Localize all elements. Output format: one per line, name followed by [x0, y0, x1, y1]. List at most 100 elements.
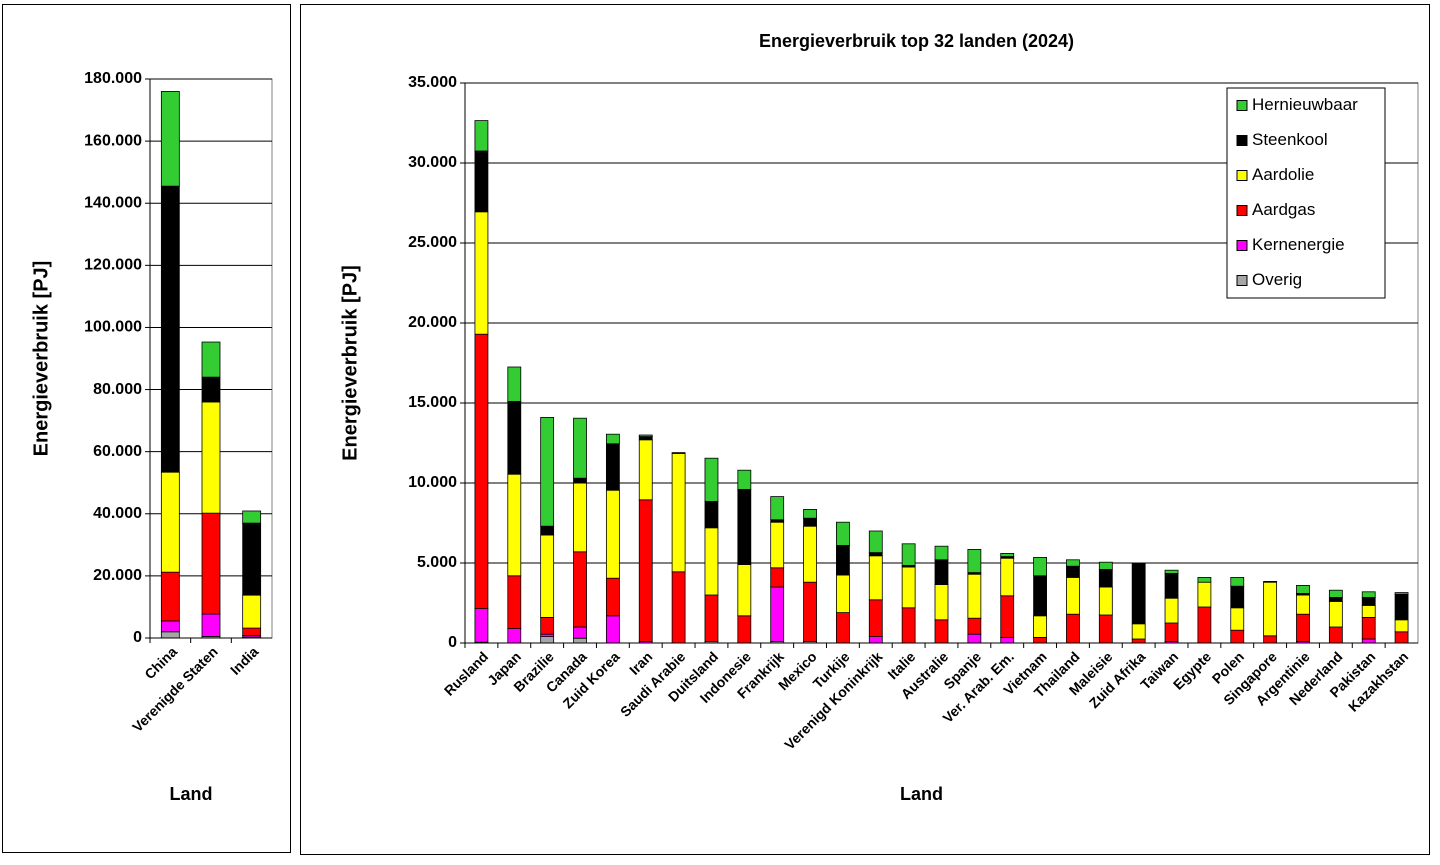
y-tick-label: 180.000 [84, 70, 142, 87]
bar-segment [1296, 594, 1310, 615]
bar-segment [474, 608, 489, 643]
bar-segment [1000, 637, 1015, 644]
bar-segment [737, 469, 752, 490]
bar-segment [1098, 569, 1113, 588]
y-tick-label: 60.000 [93, 443, 142, 460]
legend-label: Hernieuwbaar [1252, 95, 1358, 114]
x-axis-title: Land [900, 784, 943, 804]
bar-segment [1328, 597, 1343, 602]
y-tick-label: 10.000 [408, 474, 457, 491]
bar-segment [1033, 557, 1047, 577]
legend-swatch [1236, 135, 1248, 146]
bar-segment [1328, 626, 1343, 644]
bar-segment [474, 333, 489, 610]
bar-segment [934, 619, 949, 644]
legend-box [1226, 87, 1386, 299]
bar-segment [803, 525, 817, 583]
legend-label: Aardolie [1252, 165, 1314, 184]
y-tick-label: 140.000 [84, 194, 142, 211]
bar-segment [1197, 577, 1212, 583]
bar-segment [1000, 557, 1015, 597]
y-tick-label: 20.000 [408, 314, 457, 331]
bar-segment [868, 552, 883, 557]
bar-segment [901, 607, 916, 644]
bar-segment [540, 636, 555, 644]
bar-segment [1033, 637, 1047, 644]
bar-segment [1230, 629, 1245, 644]
y-tick-label: 100.000 [84, 319, 142, 336]
bar-segment [1296, 585, 1310, 594]
legend-label: Kernenergie [1252, 235, 1345, 254]
bar-segment [474, 120, 489, 152]
bar-segment [638, 439, 653, 501]
bar-segment [201, 613, 221, 637]
bar-segment [770, 586, 785, 642]
bar-segment [242, 522, 262, 596]
bar-segment [638, 434, 653, 438]
bar-segment [605, 489, 620, 579]
legend-swatch [1236, 170, 1248, 181]
bar-segment [160, 571, 180, 622]
bar-segment [868, 530, 883, 554]
legend-swatch [1236, 240, 1248, 251]
bar-segment [1131, 623, 1146, 640]
bar-segment [638, 436, 653, 441]
bar-segment [671, 452, 686, 573]
legend-label: Aardgas [1252, 200, 1315, 219]
bar-segment [573, 417, 587, 479]
y-axis-title: Energieverbruik [PJ] [339, 265, 361, 461]
bar-segment [1066, 577, 1080, 615]
bar-segment [1164, 569, 1179, 574]
bar-segment [507, 366, 522, 402]
bar-segment [967, 549, 982, 574]
bar-segment [1328, 601, 1343, 628]
bar-segment [1197, 606, 1212, 644]
bar-segment [1066, 559, 1080, 567]
bar-segment [1263, 581, 1278, 583]
bar-segment [507, 473, 522, 577]
bar-segment [671, 452, 686, 454]
bar-segment [1033, 575, 1047, 617]
bar-segment [1000, 595, 1015, 638]
bar-segment [737, 615, 752, 644]
bar-segment [1394, 619, 1409, 633]
bar-segment [1033, 615, 1047, 638]
bar-segment [1098, 561, 1113, 570]
bar-segment [704, 527, 719, 596]
bar-segment [507, 400, 522, 475]
bar-segment [242, 594, 262, 629]
bar-segment [803, 581, 817, 642]
bar-segment [201, 401, 221, 514]
bar-segment [573, 637, 587, 644]
bar-segment [803, 508, 817, 519]
bar-segment [770, 567, 785, 588]
bar-segment [901, 566, 916, 609]
bar-segment [1361, 617, 1376, 640]
y-axis-title: Energieverbruik [PJ] [30, 261, 52, 457]
bar-segment [1263, 635, 1278, 644]
bar-segment [573, 482, 587, 553]
bar-segment [540, 416, 555, 527]
bar-segment [160, 91, 180, 187]
bar-segment [507, 575, 522, 629]
bar-segment [1328, 589, 1343, 598]
y-tick-label: 0 [448, 634, 457, 651]
bar-segment [1131, 638, 1146, 644]
bar-segment [671, 571, 686, 644]
y-tick-label: 15.000 [408, 394, 457, 411]
bar-segment [160, 471, 180, 573]
bar-segment [1000, 553, 1015, 558]
x-axis-title: Land [170, 784, 213, 804]
bar-segment [704, 457, 719, 502]
bar-segment [1066, 613, 1080, 644]
bar-segment [1098, 586, 1113, 616]
bar-segment [934, 559, 949, 585]
bar-segment [770, 521, 785, 569]
y-tick-label: 30.000 [408, 154, 457, 171]
chart-title: Energieverbruik top 32 landen (2024) [759, 31, 1074, 51]
bar-segment [573, 551, 587, 628]
legend-swatch [1236, 205, 1248, 216]
legend-label: Steenkool [1252, 130, 1328, 149]
